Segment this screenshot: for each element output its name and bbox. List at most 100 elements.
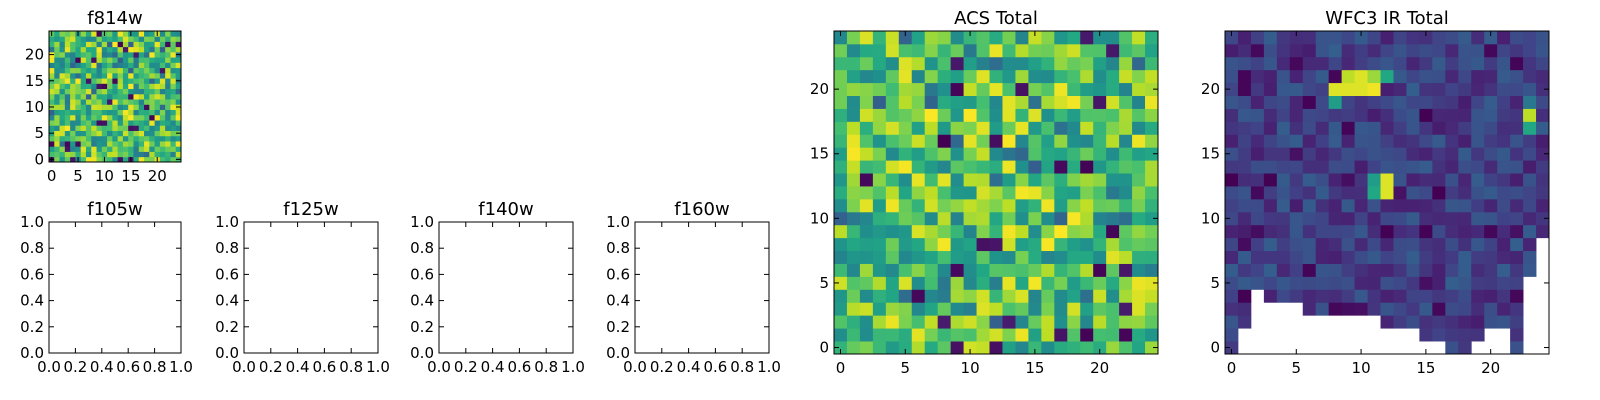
heatmap-cell <box>1393 147 1407 161</box>
heatmap-cell <box>1041 211 1055 226</box>
heatmap-cell <box>1250 121 1265 135</box>
heatmap-cell <box>75 62 82 69</box>
heatmap-cell <box>75 83 82 90</box>
heatmap-cell <box>96 78 103 84</box>
heatmap-cell <box>1028 134 1042 148</box>
heatmap-cell <box>1523 69 1537 84</box>
axes-frame <box>634 221 770 354</box>
heatmap-cell <box>1406 315 1420 329</box>
heatmap-cell <box>872 237 887 252</box>
heatmap-cell <box>1263 82 1278 96</box>
heatmap-cell <box>911 108 926 122</box>
heatmap-cell <box>1393 198 1407 213</box>
heatmap-cell <box>165 156 171 163</box>
heatmap-cell <box>1028 186 1042 200</box>
heatmap-cell <box>1015 134 1029 148</box>
heatmap-cell <box>117 67 124 74</box>
heatmap-cell <box>165 109 171 116</box>
heatmap-cell <box>1080 276 1094 290</box>
heatmap-cell <box>1250 95 1265 109</box>
heatmap-cell <box>1237 224 1252 239</box>
heatmap-cell <box>898 315 913 329</box>
heatmap-cell <box>1445 43 1459 58</box>
heatmap-cell <box>1341 147 1355 161</box>
heatmap-cell <box>1497 250 1511 264</box>
heatmap-cell <box>872 69 887 84</box>
heatmap-cell <box>133 78 140 84</box>
heatmap-cell <box>107 151 113 158</box>
heatmap-cell <box>1380 82 1394 96</box>
heatmap-cell <box>70 62 76 69</box>
axes-frame <box>48 221 182 354</box>
heatmap-cell <box>144 62 150 69</box>
heatmap-cell <box>1536 173 1550 187</box>
heatmap-cell <box>149 141 155 147</box>
heatmap-cell <box>85 130 92 137</box>
heatmap-cell <box>101 51 108 58</box>
heatmap-cell <box>133 72 140 79</box>
heatmap-cell <box>49 146 55 152</box>
heatmap-cell <box>1393 263 1407 277</box>
heatmap-cell <box>1523 173 1537 187</box>
heatmap-cell <box>1237 43 1252 58</box>
heatmap-cell <box>950 160 964 174</box>
heatmap-cell <box>1406 250 1420 264</box>
heatmap-cell <box>1315 211 1330 226</box>
heatmap-cell <box>138 41 145 48</box>
heatmap-cell <box>976 134 990 148</box>
heatmap-cell <box>1041 328 1055 342</box>
heatmap-cell <box>64 41 71 48</box>
heatmap-cell <box>1419 289 1433 303</box>
heatmap-cell <box>1484 250 1498 264</box>
heatmap-cell <box>1367 82 1381 96</box>
heatmap-cell <box>1002 95 1016 109</box>
heatmap-cell <box>64 114 71 121</box>
heatmap-cell <box>1302 82 1317 96</box>
heatmap-cell <box>122 135 129 142</box>
heatmap-cell <box>154 130 161 137</box>
heatmap-cell <box>101 36 108 42</box>
heatmap-cell <box>1067 69 1081 84</box>
heatmap-cell <box>149 93 155 100</box>
heatmap-cell <box>1471 328 1485 342</box>
heatmap-cell <box>159 51 166 58</box>
heatmap-cell <box>59 146 66 152</box>
heatmap-cell <box>859 302 874 316</box>
heatmap-cell <box>846 211 861 226</box>
heatmap-cell <box>122 67 129 74</box>
heatmap-cell <box>1106 121 1120 135</box>
x-tick-label: 1.0 <box>366 358 390 376</box>
heatmap-cell <box>70 114 76 121</box>
heatmap-cell <box>91 62 97 69</box>
heatmap-cell <box>859 56 874 71</box>
heatmap-cell <box>107 130 113 137</box>
heatmap-cell <box>1106 147 1120 161</box>
heatmap-cell <box>1276 186 1291 200</box>
heatmap-cell <box>96 93 103 100</box>
heatmap-cell <box>834 160 848 174</box>
heatmap-cell <box>117 51 124 58</box>
heatmap-cell <box>911 302 926 316</box>
heatmap-cell <box>1510 186 1524 200</box>
heatmap-cell <box>950 211 964 226</box>
heatmap-cell <box>859 211 874 226</box>
heatmap-cell <box>1002 43 1016 58</box>
heatmap-cell <box>872 173 887 187</box>
heatmap-cell <box>112 130 119 137</box>
heatmap-cell <box>101 135 108 142</box>
heatmap-cell <box>1225 250 1239 264</box>
heatmap-cell <box>1497 186 1511 200</box>
heatmap-cell <box>54 146 60 152</box>
heatmap-cell <box>911 173 926 187</box>
heatmap-cell <box>96 109 103 116</box>
heatmap-cell <box>91 109 97 116</box>
heatmap-cell <box>1054 211 1068 226</box>
heatmap-cell <box>976 69 990 84</box>
heatmap-cell <box>924 147 939 161</box>
heatmap-cell <box>1276 121 1291 135</box>
heatmap-cell <box>59 120 66 126</box>
heatmap-cell <box>122 88 129 95</box>
heatmap-cell <box>117 99 124 105</box>
heatmap-cell <box>1445 276 1459 290</box>
heatmap-cell <box>1380 250 1394 264</box>
